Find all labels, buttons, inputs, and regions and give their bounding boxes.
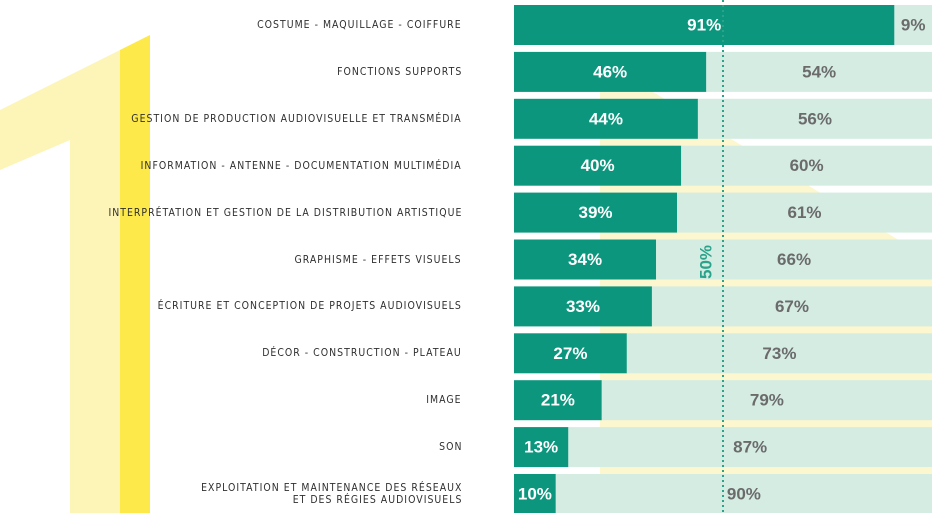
value-label: 44% <box>589 109 623 128</box>
value-label: 60% <box>790 156 824 175</box>
category-label: EXPLOITATION ET MAINTENANCE DES RÉSEAUX … <box>200 481 462 506</box>
value-label: 46% <box>593 62 627 81</box>
value-label: 54% <box>802 62 836 81</box>
bar-segment <box>677 192 932 233</box>
bar-segment <box>656 239 932 280</box>
bar-segment <box>568 427 932 468</box>
value-label: 9% <box>901 15 926 34</box>
bar-segment <box>601 380 932 421</box>
bar-segment <box>514 474 556 513</box>
value-label: 66% <box>777 250 811 269</box>
value-label: 13% <box>524 438 558 457</box>
category-label: GRAPHISME - EFFETS VISUELS <box>294 252 462 266</box>
category-label: INFORMATION - ANTENNE - DOCUMENTATION MU… <box>140 158 462 172</box>
value-label: 39% <box>578 203 612 222</box>
value-label: 56% <box>798 109 832 128</box>
category-label: INTERPRÉTATION ET GESTION DE LA DISTRIBU… <box>108 205 462 219</box>
bar-segment <box>514 380 602 421</box>
bar-segment <box>514 145 682 186</box>
value-label: 79% <box>750 391 784 410</box>
value-label: 21% <box>541 391 575 410</box>
value-label: 91% <box>687 15 721 34</box>
bar-segment <box>514 286 652 327</box>
bar-segment <box>555 474 932 513</box>
bar-segment <box>514 333 627 374</box>
value-label: 40% <box>581 156 615 175</box>
category-label: FONCTIONS SUPPORTS <box>336 64 462 78</box>
value-label: 67% <box>775 297 809 316</box>
bar-segment <box>514 98 698 139</box>
category-label: DÉCOR - CONSTRUCTION - PLATEAU <box>262 346 462 360</box>
category-label: COSTUME - MAQUILLAGE - COIFFURE <box>257 18 462 31</box>
bar-segment <box>514 192 678 233</box>
decor-one <box>0 35 150 513</box>
bar-segment <box>514 51 707 92</box>
value-label: 87% <box>733 438 767 457</box>
reference-label: 50% <box>696 245 715 279</box>
bar-segment <box>626 333 932 374</box>
bar-segment <box>706 51 932 92</box>
bar-segment <box>894 5 932 45</box>
bar-segment <box>651 286 932 327</box>
value-label: 90% <box>727 484 761 503</box>
category-label: IMAGE <box>426 393 462 407</box>
bar-segment <box>697 98 932 139</box>
category-label: SON <box>438 440 462 454</box>
value-label: 27% <box>553 344 587 363</box>
value-label: 33% <box>566 297 600 316</box>
value-label: 61% <box>787 203 821 222</box>
value-label: 73% <box>762 344 796 363</box>
category-label: GESTION DE PRODUCTION AUDIOVISUELLE ET T… <box>131 111 462 125</box>
bar-segment <box>514 5 895 45</box>
decor-one-edge <box>120 35 150 513</box>
category-label: ÉCRITURE ET CONCEPTION DE PROJETS AUDIOV… <box>157 299 462 313</box>
bar-segment <box>514 427 569 468</box>
value-label: 10% <box>518 484 552 503</box>
bar-segment <box>514 239 657 280</box>
value-label: 34% <box>568 250 602 269</box>
